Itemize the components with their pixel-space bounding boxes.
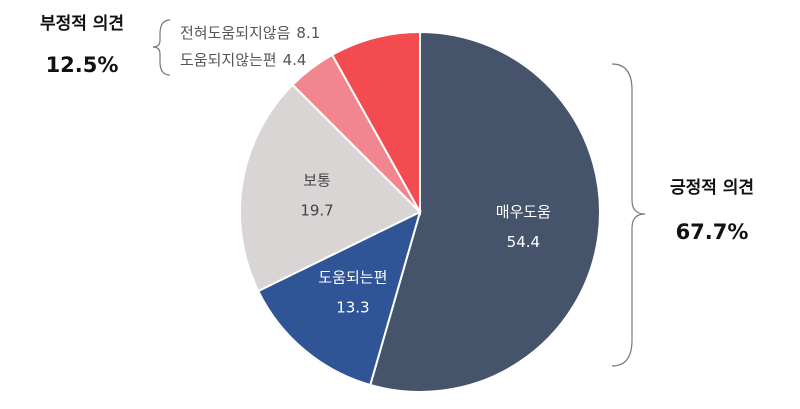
- slice-value: 54.4: [507, 233, 540, 251]
- annotation-value: 67.7%: [676, 220, 749, 244]
- slice-label: 도움되는편: [318, 268, 387, 286]
- label-name: 전혀도움되지않음: [180, 24, 290, 42]
- slice-value: 13.3: [336, 298, 369, 316]
- slice-value: 19.7: [300, 201, 333, 219]
- outside-label: 도움되지않는편 4.4: [180, 51, 306, 69]
- pie-slice: [239, 83, 422, 293]
- label-value: 4.4: [283, 51, 307, 69]
- annotation-value: 12.5%: [46, 53, 119, 77]
- annotation-title: 긍정적 의견: [670, 178, 754, 198]
- pie-slice: [330, 30, 421, 216]
- slice-label: 보통: [303, 171, 331, 189]
- pie-slice: [369, 30, 601, 393]
- label-value: 8.1: [296, 24, 320, 42]
- brace-negative: [152, 19, 171, 76]
- annotation-title: 부정적 의견: [40, 14, 124, 34]
- label-name: 도움되지않는편: [180, 51, 277, 69]
- outside-label: 전혀도움되지않음 8.1: [180, 24, 320, 42]
- slice-label: 매우도움: [496, 203, 551, 221]
- pie-slice: [256, 210, 422, 387]
- brace-positive: [611, 63, 646, 367]
